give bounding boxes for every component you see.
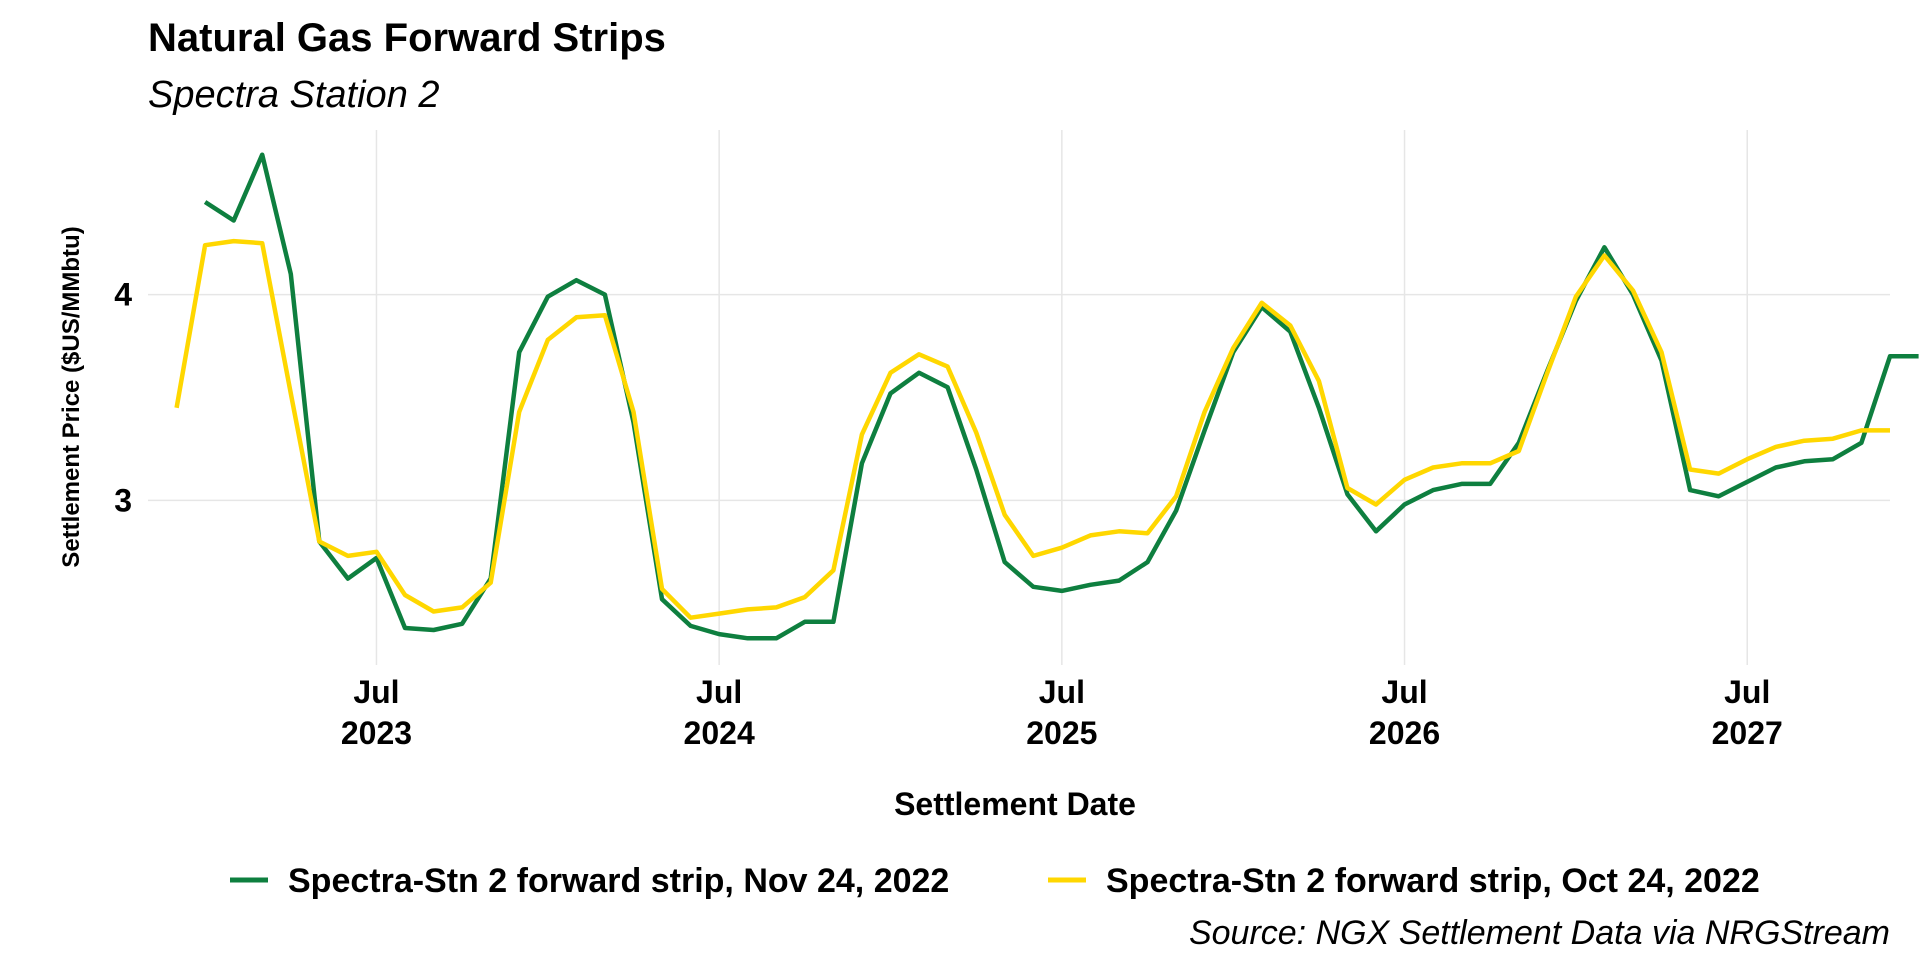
legend-label-nov: Spectra-Stn 2 forward strip, Nov 24, 202…	[288, 862, 949, 900]
chart-title: Natural Gas Forward Strips	[148, 16, 666, 60]
y-axis-title: Settlement Price ($US/MMbtu)	[58, 226, 85, 567]
x-tick-year: 2023	[341, 715, 412, 751]
source-caption: Source: NGX Settlement Data via NRGStrea…	[1189, 914, 1890, 952]
x-tick-year: 2025	[1026, 715, 1097, 751]
x-tick-year: 2026	[1369, 715, 1440, 751]
series-layer	[174, 152, 1919, 641]
legend-label-oct: Spectra-Stn 2 forward strip, Oct 24, 202…	[1106, 862, 1760, 900]
x-tick-month: Jul	[353, 674, 399, 710]
chart-subtitle: Spectra Station 2	[148, 74, 440, 116]
x-axis-title: Settlement Date	[894, 786, 1136, 822]
x-tick-month: Jul	[696, 674, 742, 710]
x-tick-month: Jul	[1724, 674, 1770, 710]
x-tick-year: 2027	[1712, 715, 1783, 751]
x-tick-month: Jul	[1381, 674, 1427, 710]
y-tick-label: 4	[114, 277, 132, 313]
y-tick-label: 3	[114, 482, 132, 518]
x-tick-year: 2024	[684, 715, 755, 751]
legend: Spectra-Stn 2 forward strip, Nov 24, 202…	[230, 862, 1760, 900]
x-axis-ticks: Jul 2023 Jul 2024 Jul 2025 Jul 2026 Jul 2027	[341, 674, 1783, 751]
y-axis-ticks: 34	[114, 277, 132, 519]
x-tick-month: Jul	[1039, 674, 1085, 710]
series-line-1	[174, 238, 1890, 620]
gridlines	[148, 130, 1890, 665]
